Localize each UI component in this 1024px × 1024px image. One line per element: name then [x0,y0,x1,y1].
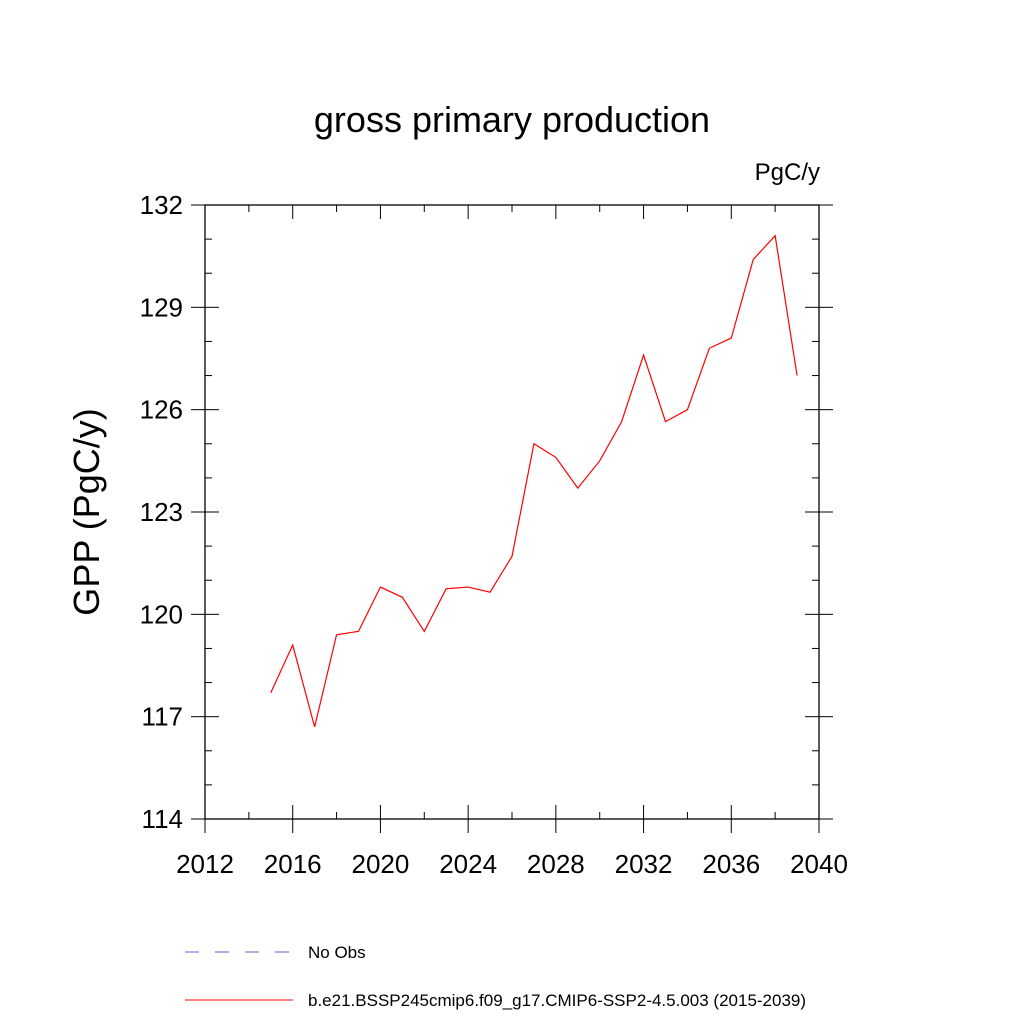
y-tick-label: 123 [140,497,183,527]
legend: No Obs b.e21.BSSP245cmip6.f09_g17.CMIP6-S… [185,943,806,1010]
x-tick-label: 2024 [439,849,497,879]
series-line [270,234,798,728]
y-tick-label: 132 [140,190,183,220]
x-tick-label: 2016 [264,849,322,879]
x-tick-label: 2012 [176,849,234,879]
plot-frame [204,204,820,820]
x-tick-label: 2028 [527,849,585,879]
x-axis: 2012 2016 2020 2024 2028 2032 2036 2040 [176,205,848,879]
y-tick-label: 120 [140,599,183,629]
x-tick-label: 2040 [790,849,848,879]
y-tick-label: 129 [140,292,183,322]
legend-label: b.e21.BSSP245cmip6.f09_g17.CMIP6-SSP2-4.… [308,991,806,1010]
y-tick-label: 114 [142,804,183,834]
y-axis-label: GPP (PgC/y) [66,408,107,615]
legend-label: No Obs [308,943,366,962]
x-tick-label: 2032 [615,849,673,879]
y-tick-label: 117 [142,702,183,732]
y-axis: 114 117 120 123 126 129 132 [140,190,833,834]
plot-series [270,234,798,728]
x-tick-label: 2036 [702,849,760,879]
chart-title: gross primary production [314,99,710,140]
y-tick-label: 126 [140,395,183,425]
units-label: PgC/y [755,159,820,186]
x-tick-label: 2020 [352,849,410,879]
